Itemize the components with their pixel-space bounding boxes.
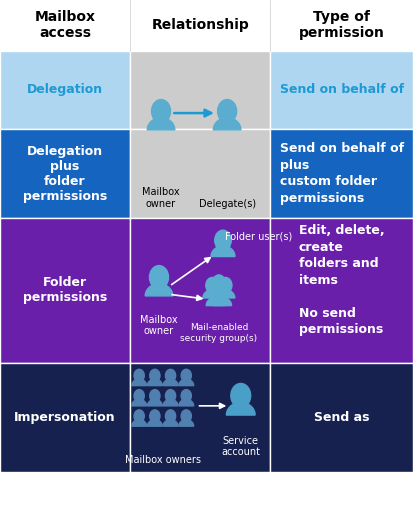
Circle shape <box>152 99 171 123</box>
Circle shape <box>217 99 237 123</box>
Text: Mailbox
access: Mailbox access <box>34 10 96 41</box>
Bar <box>0 129 130 218</box>
Polygon shape <box>206 297 225 306</box>
Text: Mail-enabled
security group(s): Mail-enabled security group(s) <box>180 323 257 343</box>
Circle shape <box>134 389 144 402</box>
Polygon shape <box>179 400 194 406</box>
Polygon shape <box>211 246 235 257</box>
Text: Folder
permissions: Folder permissions <box>23 276 107 304</box>
Polygon shape <box>145 284 173 296</box>
Polygon shape <box>163 420 178 426</box>
Text: Service
account: Service account <box>221 436 260 457</box>
Text: Relationship: Relationship <box>151 18 249 32</box>
Polygon shape <box>147 420 162 426</box>
Bar <box>0 218 130 363</box>
Text: Edit, delete,
create
folders and
items

No send
permissions: Edit, delete, create folders and items N… <box>299 224 385 336</box>
Text: Send on behalf of
plus
custom folder
permissions: Send on behalf of plus custom folder per… <box>279 142 404 205</box>
Bar <box>130 129 271 218</box>
Circle shape <box>209 285 222 301</box>
Polygon shape <box>132 420 147 426</box>
Text: Impersonation: Impersonation <box>14 411 116 423</box>
Bar <box>0 51 130 129</box>
Polygon shape <box>213 118 241 130</box>
Text: Delegation: Delegation <box>27 84 103 96</box>
Bar <box>271 51 413 129</box>
Text: Delegate(s): Delegate(s) <box>199 199 256 209</box>
Circle shape <box>134 369 144 382</box>
Circle shape <box>166 389 176 402</box>
Polygon shape <box>216 289 235 298</box>
Circle shape <box>212 275 225 291</box>
Text: Send on behalf of: Send on behalf of <box>279 84 404 96</box>
Bar <box>130 218 271 363</box>
Polygon shape <box>203 289 222 298</box>
Circle shape <box>215 230 231 250</box>
Bar <box>0 363 130 472</box>
Bar <box>130 51 271 129</box>
Bar <box>271 129 413 218</box>
Polygon shape <box>213 297 232 306</box>
Circle shape <box>150 369 160 382</box>
Polygon shape <box>147 400 162 406</box>
Polygon shape <box>210 287 228 296</box>
Bar <box>130 363 271 472</box>
Polygon shape <box>163 379 178 386</box>
Circle shape <box>219 277 232 293</box>
Circle shape <box>181 389 191 402</box>
Polygon shape <box>147 118 175 130</box>
Polygon shape <box>179 420 194 426</box>
Circle shape <box>166 369 176 382</box>
Bar <box>0 0 413 51</box>
Text: Delegation
plus
folder
permissions: Delegation plus folder permissions <box>23 144 107 203</box>
Bar <box>271 363 413 472</box>
Circle shape <box>231 383 251 408</box>
Polygon shape <box>226 403 255 415</box>
Circle shape <box>150 410 160 422</box>
Circle shape <box>181 369 191 382</box>
Polygon shape <box>132 400 147 406</box>
Text: Folder user(s): Folder user(s) <box>225 232 292 242</box>
Text: Mailbox owners: Mailbox owners <box>125 455 201 465</box>
Circle shape <box>206 277 219 293</box>
Circle shape <box>150 266 168 289</box>
Circle shape <box>166 410 176 422</box>
Circle shape <box>181 410 191 422</box>
Circle shape <box>150 389 160 402</box>
Bar <box>271 218 413 363</box>
Polygon shape <box>179 379 194 386</box>
Text: Send as: Send as <box>314 411 370 423</box>
Text: Mailbox
owner: Mailbox owner <box>142 187 180 209</box>
Text: Mailbox
owner: Mailbox owner <box>140 314 178 336</box>
Polygon shape <box>147 379 162 386</box>
Circle shape <box>134 410 144 422</box>
Circle shape <box>216 285 229 301</box>
Polygon shape <box>163 400 178 406</box>
Polygon shape <box>132 379 147 386</box>
Text: Type of
permission: Type of permission <box>299 10 385 41</box>
